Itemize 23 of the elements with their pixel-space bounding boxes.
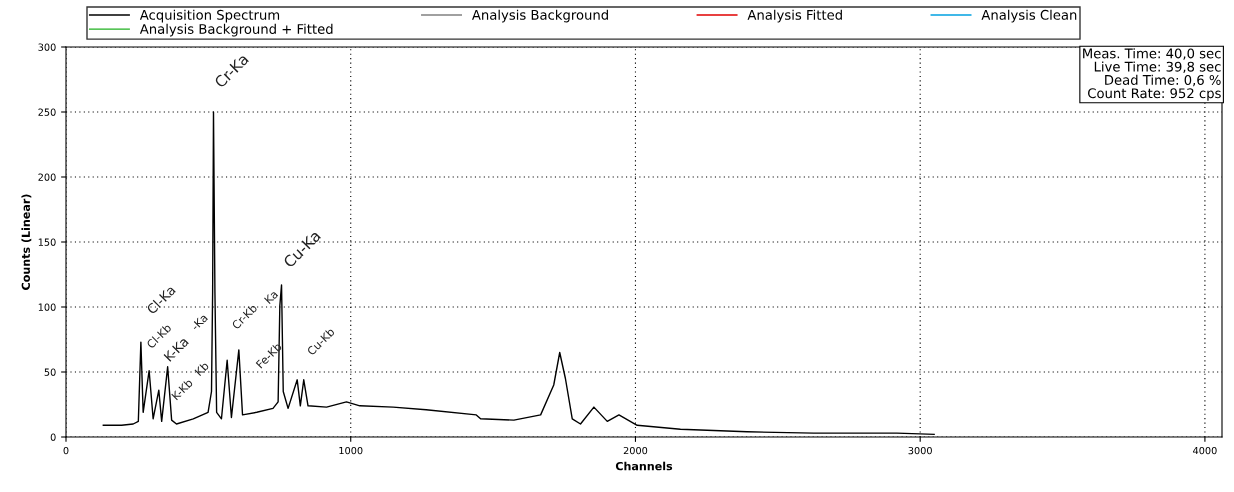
- y-tick-label: 200: [38, 173, 56, 181]
- y-tick-label: 250: [38, 108, 56, 116]
- y-tick-label: 0: [50, 433, 56, 441]
- annotation: Meas. Time: 40,0 sec Live Time: 39,8 sec Dead Time: 0,6 % Count Rate: 952 cps: [1083, 48, 1221, 101]
- annotation: Ka: [264, 290, 279, 305]
- x-tick-label: 1000: [339, 446, 363, 455]
- x-tick-label: 3000: [908, 446, 932, 455]
- x-tick-label: 4000: [1193, 446, 1217, 455]
- y-tick-label: 50: [44, 368, 56, 376]
- x-tick-label: 0: [63, 446, 69, 455]
- y-axis-title: Counts (Linear): [21, 194, 32, 290]
- y-tick-label: 100: [38, 303, 56, 311]
- legend-label: Acquisition Spectrum: [139, 9, 280, 23]
- legend-label: Analysis Clean: [981, 9, 1077, 23]
- legend-label: Analysis Background: [471, 9, 608, 23]
- legend-label: Analysis Background + Fitted: [139, 23, 333, 37]
- annotation: Kb: [194, 361, 210, 377]
- y-tick-label: 300: [38, 43, 56, 51]
- x-tick-label: 2000: [623, 446, 648, 455]
- y-tick-label: 150: [38, 238, 56, 246]
- annotation: -Ka: [190, 313, 208, 331]
- legend-label: Analysis Fitted: [747, 9, 842, 23]
- x-axis-title: Channels: [615, 461, 673, 471]
